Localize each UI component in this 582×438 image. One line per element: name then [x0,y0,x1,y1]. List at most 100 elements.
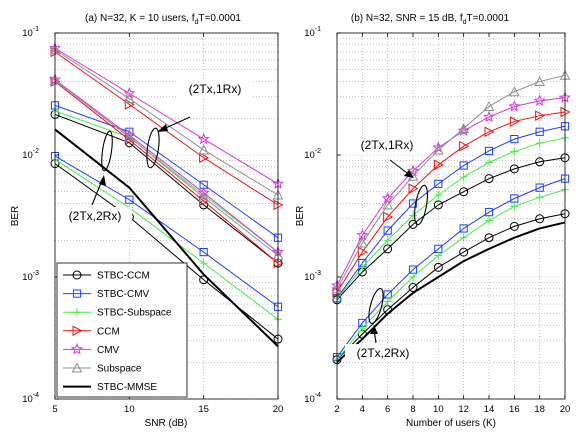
panel-b-data-point [433,159,444,171]
panel-a-ticks: 5 10 15 20 10-1 10-2 10-3 10-4 [22,26,283,415]
panel-b-data-point [434,179,443,188]
panel-a-label-bg-2 [58,207,132,225]
panel-b-data-point [484,174,494,184]
panel-a-ytick-label: 10-2 [22,148,39,161]
panel-b-data-point [509,221,519,231]
panel-a-series-line [54,81,279,264]
panel-b-data-point [383,297,392,306]
panel-b-data-point [357,246,368,258]
panel-a-data-point [198,191,209,202]
panel-b-arrowhead-2tx2rx [370,325,378,334]
panel-a-data-point [124,93,135,104]
panel-b-data-point [535,157,545,167]
panel-a-arrowhead-2tx1rx [157,124,168,132]
panel-a-data-point [198,144,209,155]
panel-b-data-point [383,236,392,245]
legend-label: STBC-CCM [97,271,150,282]
panel-b-xtick-label: 20 [560,404,571,415]
panel-b-data-point [459,247,469,257]
panel-a-title: (a) N=32, K = 10 users, fdT=0.0001 [85,13,241,26]
legend-marker [72,325,83,337]
panel-b-series-line [336,125,566,299]
panel-b-data-point [485,158,493,167]
panel-b-label-bg-2 [345,344,421,362]
panel-a-data-point [123,87,136,99]
panel-b-xtick-label: 6 [385,404,390,415]
panel-b-data-point [509,116,520,127]
panel-a-series-line [54,79,279,256]
panel-b-label-2tx2rx: (2Tx,2Rx) [357,346,410,360]
panel-b-xtick-label: 8 [410,404,415,415]
panel-a-data-point [197,132,210,145]
panel-b-series-line [336,189,566,361]
panel-b-data-point [458,122,469,133]
panel-a-frame [54,32,279,400]
panel-a-ytick-label: 10-4 [22,392,39,405]
panel-b-xtick-label: 12 [458,404,469,415]
panel-b-data-point [510,147,519,156]
panel-b-ytick-label: 10-3 [304,270,321,283]
panel-a-data-point [125,195,134,204]
panel-a-chart: (a) N=32, K = 10 users, fdT=0.0001 5 10 15… [10,13,285,429]
panel-b-ticks: 2 4 6 8 10 12 14 16 18 20 10-1 10-2 10-3 10-4 [304,26,570,415]
panel-b-data-point [482,110,496,123]
panel-b-series-line [336,157,566,301]
panel-b-data-point [409,273,417,281]
panel-b-data-point [533,94,546,106]
panel-b-data-point [356,228,369,241]
legend-label: CMV [97,345,120,356]
panel-b-series-line [336,178,566,358]
panel-b-data-point [510,194,519,203]
panel-b-arrowhead-2tx1rx [404,170,414,178]
panel-a-label-2tx2rx: (2Tx,2Rx) [69,209,122,223]
panel-b-series-line [336,111,566,293]
panel-b-data-point [382,199,393,210]
panel-a-series-line [54,155,279,308]
panel-b-data-point [433,262,443,272]
panel-b-data-point [535,214,545,224]
panel-b-data-point [484,126,495,138]
panel-b-xtick-label: 4 [360,404,365,415]
panel-a-ytick-label: 10-3 [22,270,39,283]
panel-a-series-line [54,104,279,239]
panel-b-data-point [484,208,494,217]
panel-b-data-point [484,233,494,243]
panel-b-xtick-label: 2 [334,404,339,415]
panel-b-data-point [509,164,519,174]
panel-a-data-point [199,247,208,257]
panel-b-data-point [459,161,468,170]
panel-a-series-line [54,79,279,253]
panel-b-ellipse-2tx1rx [414,184,428,226]
panel-b-data-point [510,134,519,144]
legend-label: Subspace [97,364,142,375]
panel-b-series-line [336,74,566,290]
panel-b-frame [336,32,566,400]
panel-a-series-line [54,159,279,320]
legend-label: STBC-Subspace [97,308,172,319]
panel-b-data-point [535,193,544,202]
panel-a-xlabel: SNR (dB) [145,418,188,429]
panel-b-data-point [459,233,468,242]
panel-b-data-point [484,146,494,156]
panel-a-xtick-label: 5 [52,404,57,415]
panel-b-data-point [485,216,493,225]
legend-box [56,262,188,398]
legend-label: CCM [97,326,120,337]
panel-a-series-line [54,49,279,196]
panel-a-arrowhead-2tx2rx [99,175,106,186]
panel-b-data-point [434,251,443,260]
panel-a-ellipse-2tx2rx [101,130,113,172]
panel-b-chart: (b) N=32, SNR = 15 dB, fdT=0.0001 2 4 6 8 10… [295,13,572,429]
panel-b-data-point [383,211,394,223]
panel-b-data-point [535,139,544,148]
panel-a-ytick-label: 10-1 [22,26,39,39]
legend-marker [73,308,81,317]
legend-marker [72,270,82,280]
panel-b-data-point [509,86,520,97]
panel-b-data-point [535,183,544,192]
panel-a-series-line [54,113,279,264]
panel-b-data-point [358,263,367,272]
panel-a-data-point [124,131,135,142]
panel-b-data-point [459,173,468,182]
